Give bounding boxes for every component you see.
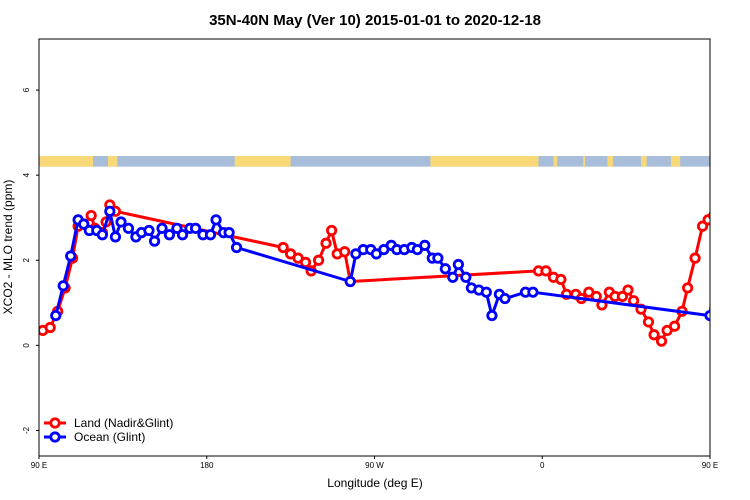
land-data-point — [728, 218, 736, 226]
y-tick-label: -2 — [22, 426, 31, 434]
land-data-point — [655, 335, 668, 347]
ocean-band — [39, 156, 710, 167]
land-segment — [234, 156, 291, 167]
land-data-point — [277, 241, 289, 254]
land-data-point — [648, 329, 660, 341]
land-segment — [738, 156, 750, 167]
ocean-data-point — [736, 226, 744, 234]
land-data-point — [44, 321, 56, 334]
land-data-point — [312, 254, 325, 266]
ocean-data-point — [527, 286, 539, 298]
ocean-data-point — [210, 214, 222, 226]
x-tick-label: 90 W — [365, 461, 384, 470]
ocean-data-point — [204, 229, 217, 241]
land-data-point — [299, 256, 312, 268]
ocean-data-point — [223, 227, 235, 239]
ocean-data-point — [176, 229, 189, 241]
land-ocean-strip — [39, 156, 750, 167]
land-data-point — [715, 226, 723, 234]
ocean-data-point — [480, 286, 492, 298]
ocean-data-point — [447, 271, 459, 283]
ocean-data-point — [50, 309, 62, 322]
ocean-data-point — [156, 222, 168, 234]
land-data-point — [339, 246, 351, 258]
y-tick-label: 2 — [22, 257, 31, 262]
legend-land-marker — [49, 417, 61, 429]
land-data-point — [737, 207, 745, 215]
ocean-data-point — [148, 235, 161, 247]
x-tick-label: 90 E — [31, 461, 47, 470]
ocean-data-point — [122, 222, 135, 234]
ocean-data-point — [230, 241, 243, 254]
x-tick-label: 0 — [540, 461, 545, 470]
land-segment — [39, 156, 94, 167]
y-axis: -2 0 2 4 6 — [22, 87, 39, 434]
ocean-data-point — [460, 271, 472, 283]
ocean-data-point — [721, 220, 729, 228]
series-layer — [39, 199, 749, 347]
land-data-point — [723, 231, 731, 239]
land-data-point — [734, 201, 742, 209]
y-tick-label: 6 — [22, 87, 31, 92]
y-tick-label: 0 — [22, 343, 31, 348]
y-axis-title: XCO2 - MLO trend (ppm) — [1, 180, 15, 315]
y-tick-label: 4 — [22, 172, 31, 177]
land-data-point — [320, 237, 332, 249]
land-segment — [641, 156, 647, 167]
ocean-data-point — [439, 263, 451, 275]
ocean-data-point — [741, 231, 749, 239]
ocean-data-point — [419, 239, 431, 251]
land-segment — [719, 156, 730, 167]
legend: Land (Nadir&Glint) Ocean (Glint) — [44, 416, 173, 444]
land-data-point — [668, 320, 681, 332]
land-segment — [430, 156, 539, 167]
land-segment — [607, 156, 614, 167]
ocean-data-point — [65, 250, 77, 262]
x-tick-label: 180 — [200, 461, 214, 470]
land-data-point — [85, 209, 97, 222]
chart-title: 35N-40N May (Ver 10) 2015-01-01 to 2020-… — [209, 12, 541, 29]
land-data-point — [555, 273, 567, 286]
land-data-point — [702, 214, 710, 226]
land-segment — [107, 156, 118, 167]
ocean-data-point — [104, 205, 116, 217]
land-segment — [583, 156, 586, 167]
land-data-point — [622, 284, 634, 296]
ocean-data-point — [486, 309, 498, 322]
ocean-data-point — [728, 226, 736, 234]
x-tick-label: 90 E — [702, 461, 718, 470]
ocean-data-point — [163, 229, 176, 241]
ocean-data-point — [115, 216, 127, 228]
ocean-data-point — [499, 292, 511, 305]
land-data-point — [326, 224, 338, 237]
legend-land-label: Land (Nadir&Glint) — [74, 416, 173, 430]
ocean-data-point — [109, 231, 122, 243]
ocean-data-point — [96, 229, 108, 241]
ocean-data-point — [432, 252, 444, 264]
ocean-data-point — [344, 275, 356, 288]
land-segment — [553, 156, 558, 167]
land-data-point — [689, 252, 701, 264]
land-data-point — [708, 211, 710, 220]
legend-ocean-label: Ocean (Glint) — [74, 430, 145, 444]
x-axis-title: Longitude (deg E) — [327, 476, 422, 490]
land-segment — [670, 156, 681, 167]
ocean-data-point — [189, 222, 202, 234]
legend-ocean-marker — [49, 431, 61, 443]
ocean-data-point — [57, 280, 69, 292]
land-data-point — [642, 316, 655, 328]
land-data-point — [682, 282, 694, 294]
ocean-data-point — [452, 258, 464, 271]
land-data-point — [540, 265, 552, 277]
ocean-data-point — [715, 216, 723, 224]
ocean-data-point — [143, 224, 155, 237]
